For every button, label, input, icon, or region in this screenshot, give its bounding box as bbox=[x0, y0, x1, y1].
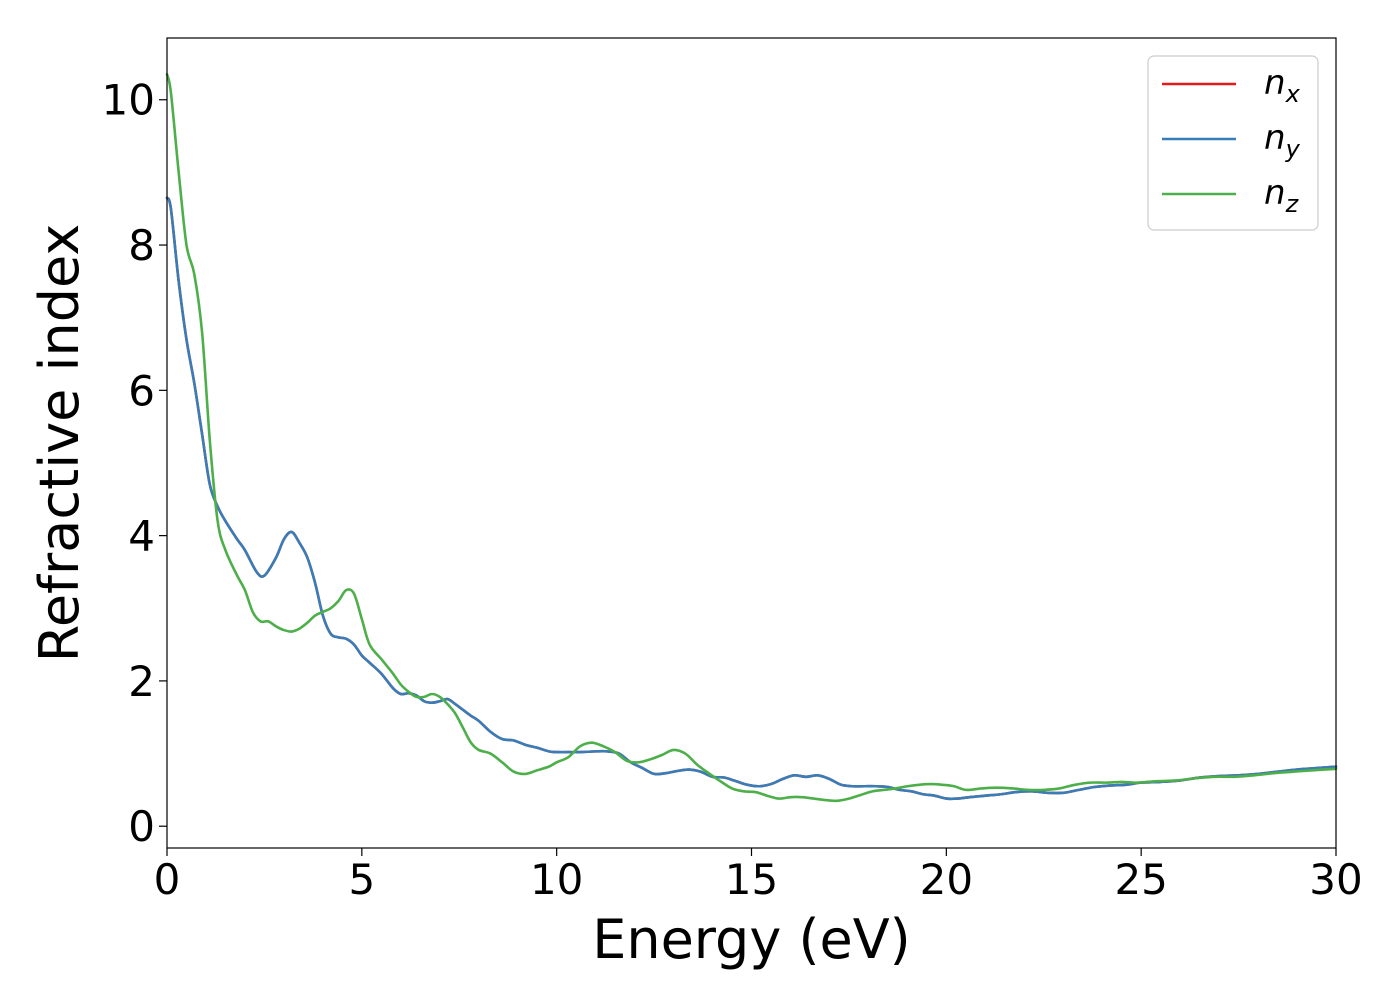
x-tick-label: 10 bbox=[530, 855, 583, 904]
x-tick-label: 20 bbox=[920, 855, 973, 904]
y-tick-label: 6 bbox=[128, 366, 155, 415]
legend-label-subscript: y bbox=[1285, 135, 1301, 163]
y-tick-label: 0 bbox=[128, 802, 155, 851]
y-axis-label: Refractive index bbox=[28, 224, 91, 663]
x-axis-label: Energy (eV) bbox=[592, 908, 911, 971]
legend-label-subscript: z bbox=[1285, 190, 1300, 218]
series-line-n-z bbox=[165, 73, 1338, 803]
legend-label-n-z: nz bbox=[1264, 173, 1300, 218]
y-axis-ticks: 0 2 4 6 8 10 bbox=[102, 76, 167, 851]
x-tick-label: 5 bbox=[348, 855, 375, 904]
series-line-n-y bbox=[165, 196, 1338, 801]
legend-label-main: n bbox=[1264, 63, 1286, 103]
x-tick-label: 0 bbox=[154, 855, 181, 904]
x-tick-label: 30 bbox=[1309, 855, 1362, 904]
y-tick-label: 2 bbox=[128, 657, 155, 706]
legend-label-n-y: ny bbox=[1264, 118, 1301, 163]
legend-label-main: n bbox=[1264, 118, 1286, 158]
legend-label-n-x: nx bbox=[1264, 63, 1301, 108]
legend-label-subscript: x bbox=[1285, 80, 1301, 108]
legend-box bbox=[1147, 55, 1319, 231]
x-axis-ticks: 0 5 10 15 20 25 30 bbox=[154, 848, 1363, 904]
x-tick-label: 25 bbox=[1114, 855, 1167, 904]
x-tick-label: 15 bbox=[725, 855, 778, 904]
y-tick-label: 8 bbox=[128, 221, 155, 270]
y-tick-label: 4 bbox=[128, 512, 155, 561]
y-tick-label: 10 bbox=[102, 76, 155, 125]
legend-label-main: n bbox=[1264, 173, 1286, 213]
plot-lines bbox=[165, 73, 1338, 803]
